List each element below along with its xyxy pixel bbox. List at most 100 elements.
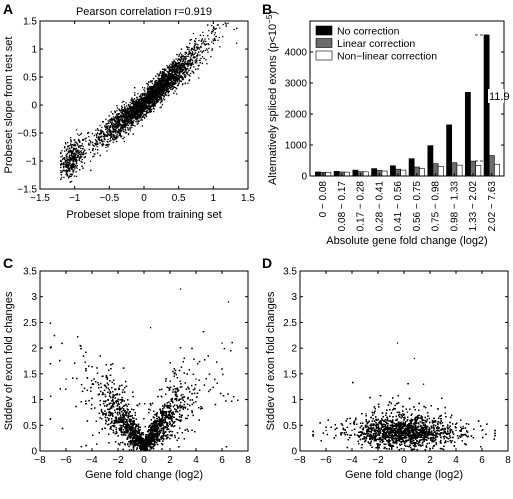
chart-a-point [163,87,165,89]
chart-a-point [107,146,109,148]
chart-a-point [182,62,184,65]
chart-a-point [97,129,99,132]
chart-a-point [122,113,125,115]
chart-a-point [75,175,78,178]
chart-a-point [160,76,163,78]
chart-a-point [68,158,70,161]
chart-a-point [179,63,181,66]
chart-b-xlabel: Absolute gene fold change (log2) [326,235,487,247]
chart-b-ytick-label: 1000 [285,141,308,152]
chart-a-point [179,72,181,74]
chart-a-point [147,93,149,95]
chart-b-xtick-label: 0.98 − 1.33 [449,181,460,232]
chart-a-point [140,114,142,116]
chart-a-point [69,169,71,171]
chart-a-point [62,163,65,166]
chart-a-point [201,51,203,54]
chart-a-point [149,88,151,91]
chart-a-point [191,63,193,66]
chart-a-point [147,83,149,85]
chart-a-point [100,129,102,131]
chart-a-point [144,101,146,104]
chart-a-point [155,102,157,105]
chart-a-point [122,137,124,140]
chart-a-point [127,111,129,114]
chart-a-point [205,43,208,45]
chart-a-point [164,89,166,92]
chart-a-point [144,106,147,109]
chart-a-point [155,89,157,91]
chart-a-point [112,129,114,131]
chart-a-point [118,134,120,137]
chart-b-xtick-label: 0.17 − 0.28 [356,181,367,232]
chart-a-point [107,135,109,137]
chart-a-point [167,83,169,85]
chart-a-point [119,124,121,126]
chart-a-point [151,108,153,111]
chart-a-point [159,102,162,104]
chart-a-point [64,160,67,163]
chart-a-point [182,77,184,79]
chart-a-point [107,138,109,141]
chart-a-point [64,159,66,161]
chart-a-point [184,51,186,54]
chart-a-point [150,102,152,104]
chart-a-point [144,108,146,110]
chart-a-point [104,138,106,141]
chart-a-point [235,27,238,30]
chart-a-point [184,74,186,76]
chart-a-point [181,60,184,63]
chart-a-point [81,152,84,154]
chart-a-point [187,61,189,63]
chart-a-point [99,124,101,127]
chart-a-point [67,145,70,147]
chart-a-point [137,120,140,122]
chart-a-point [185,51,187,54]
chart-a-point [129,117,132,120]
chart-a-point [149,81,151,83]
chart-a-point [165,75,168,77]
chart-a-point [85,152,87,154]
chart-a-point [196,62,198,64]
chart-a-point [125,117,127,119]
chart-a-point [77,133,79,135]
chart-a-point [72,170,74,172]
chart-a-point [174,82,176,84]
chart-a-point [143,103,145,106]
chart-a-point [184,67,186,69]
chart-a-point [155,97,157,100]
chart-b-ytick-label: 0 [301,172,307,183]
chart-a-point [212,39,214,41]
chart-a-point [137,106,140,108]
chart-a-point [161,97,163,99]
chart-a-point [76,152,78,154]
chart-a-point [102,144,105,146]
chart-a-point [183,57,185,59]
chart-a-point [114,119,116,121]
chart-a-point [203,40,205,42]
chart-a-point [80,132,83,134]
chart-a-point [64,146,66,148]
chart-a-point [181,58,183,60]
chart-a-point [129,123,131,125]
chart-a-point [109,120,111,123]
chart-a-point [122,110,124,112]
chart-a-point [141,95,144,97]
chart-a-point [135,105,137,107]
chart-a-point [171,74,173,76]
chart-b-ylabel-exp: −5 [265,14,274,24]
chart-a-point [150,109,152,112]
chart-a-point [172,87,174,90]
chart-b-xtick-label: 0.75 − 0.98 [431,181,442,232]
chart-a-point [175,80,178,82]
chart-a-point [81,152,83,154]
chart-a-point [190,55,192,57]
chart-a-point [167,75,169,77]
chart-a-point [178,77,180,80]
chart-a-point [145,98,148,101]
chart-a-point [179,67,181,70]
chart-a-point [153,93,155,95]
chart-a-point [175,73,177,76]
chart-a-point [113,139,115,141]
chart-a-point [198,46,200,49]
